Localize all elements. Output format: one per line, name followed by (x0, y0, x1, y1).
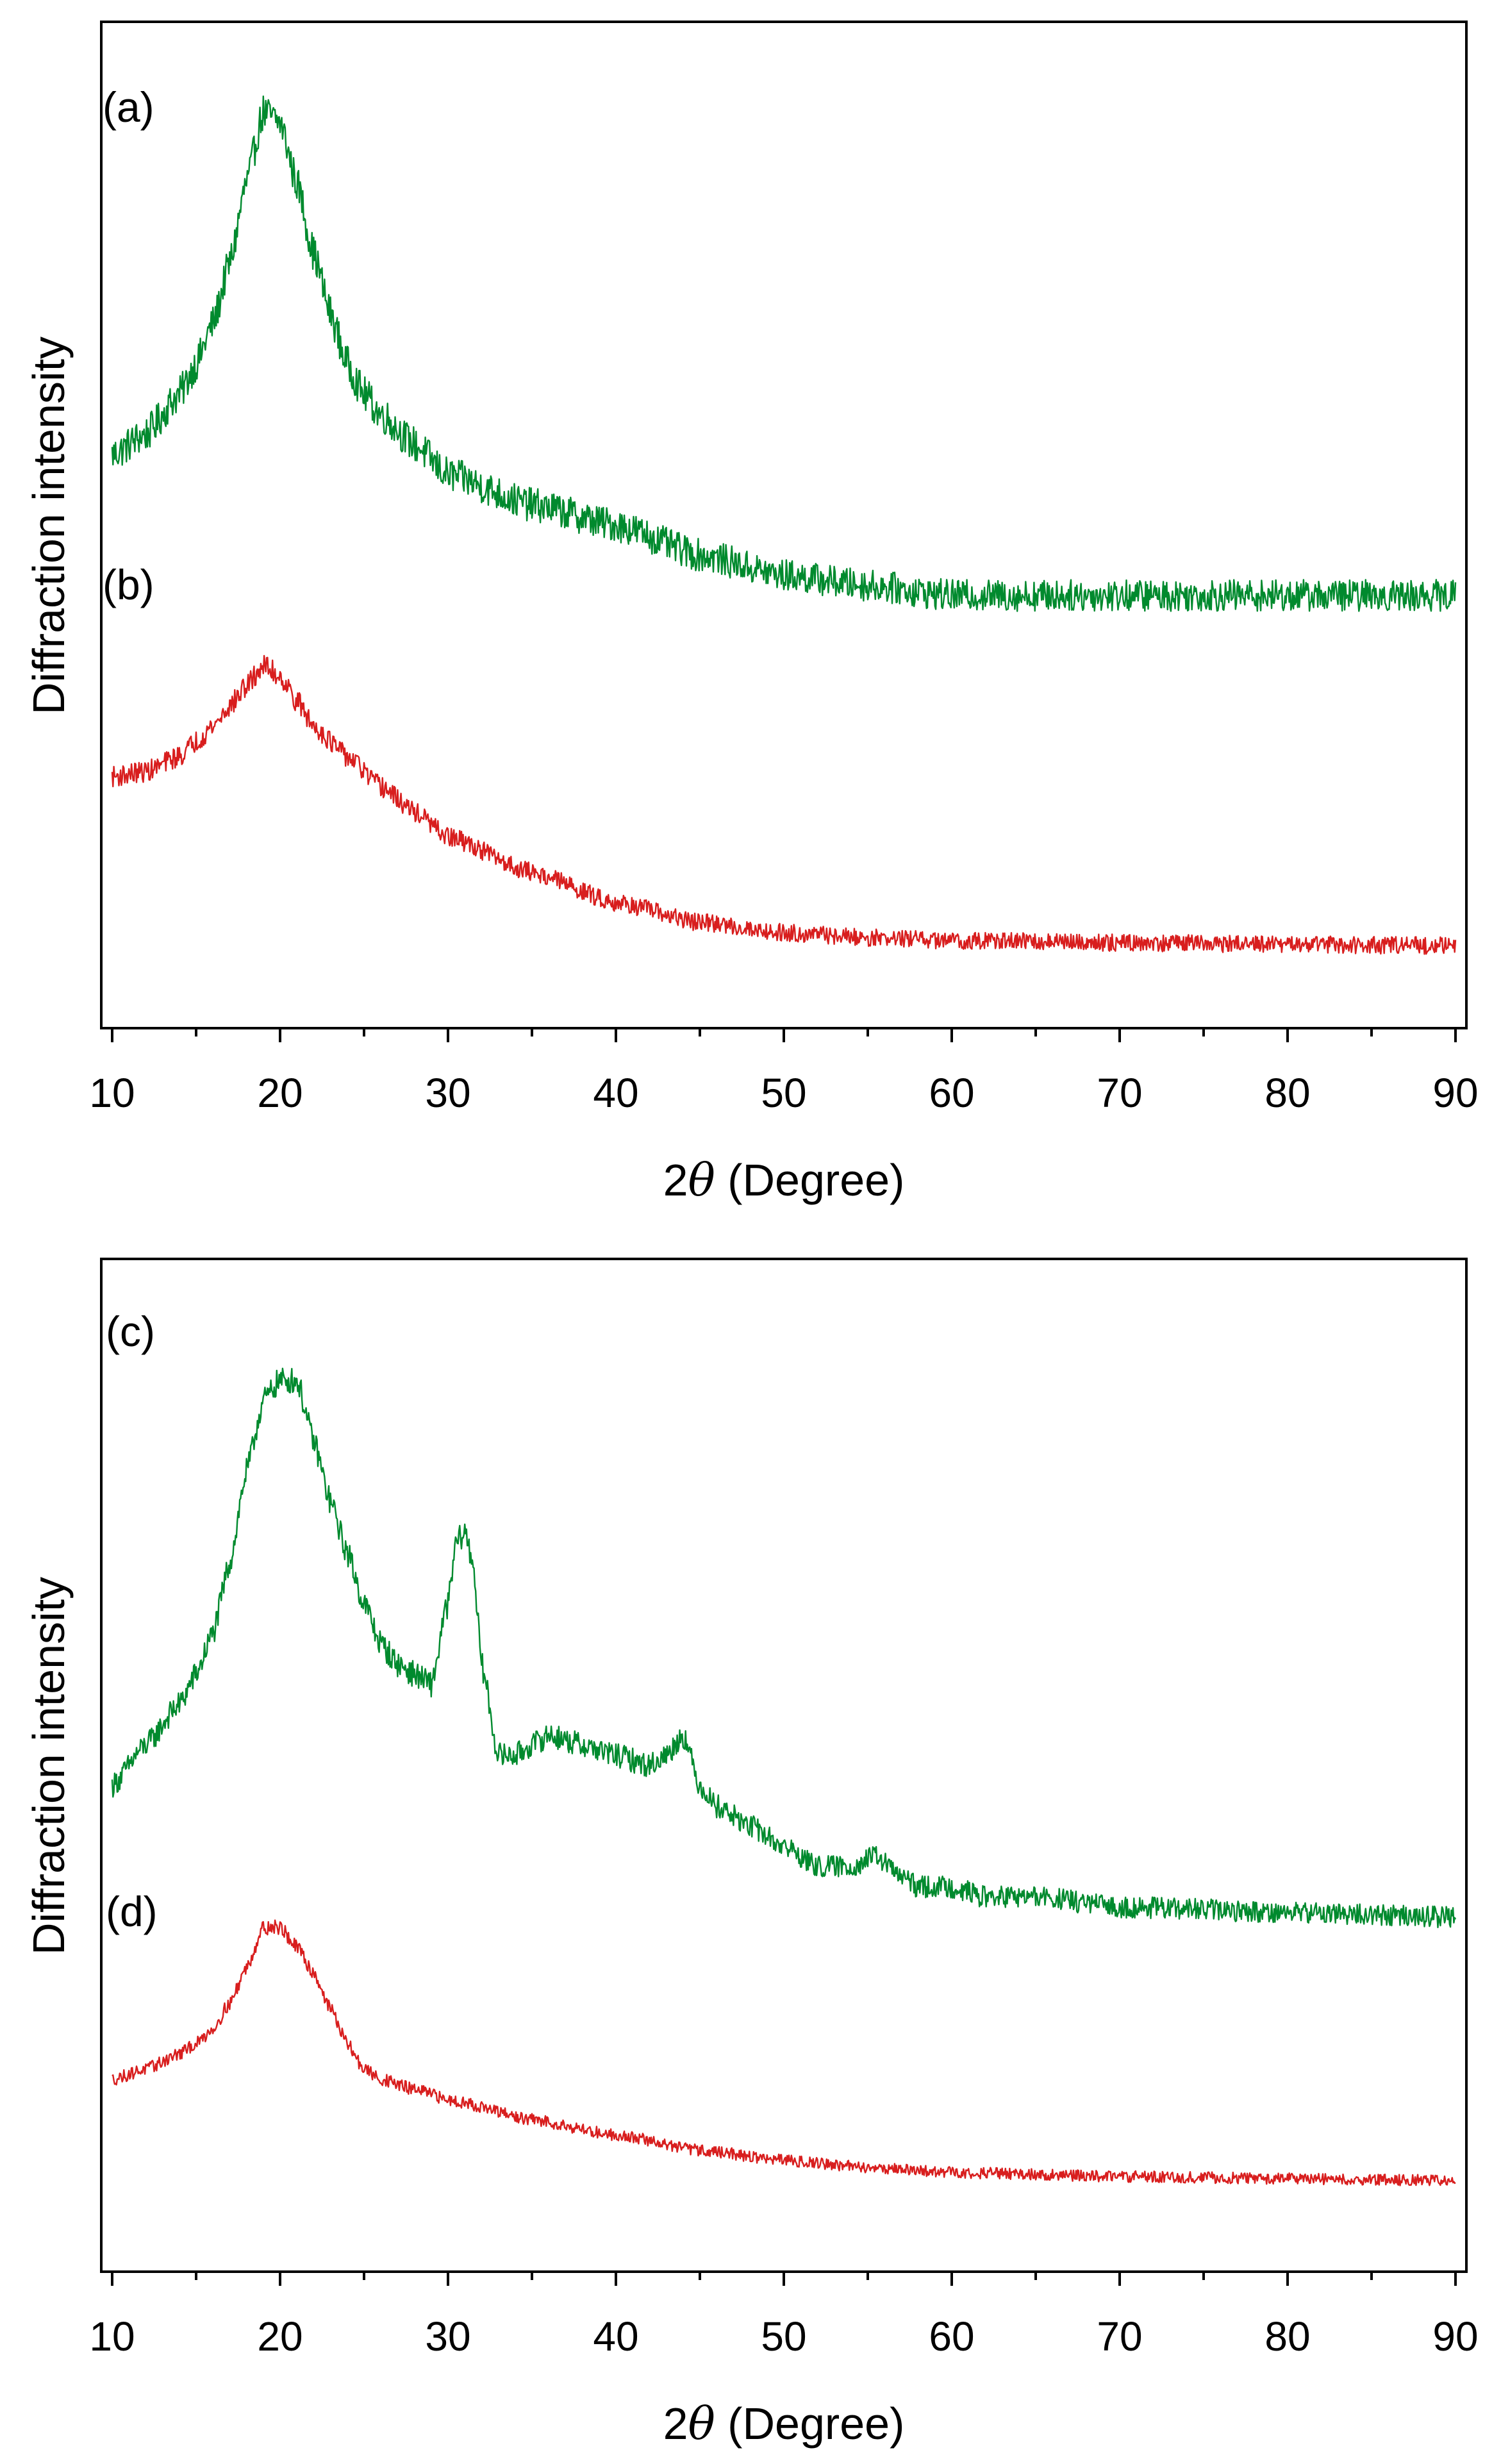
x-tick-label: 20 (257, 1070, 303, 1116)
x-axis-title-unit: (Degree) (715, 1155, 905, 1205)
panel-label-d: (d) (106, 1888, 158, 1935)
panel-label-a: (a) (103, 83, 154, 131)
y-axis-title: Diffraction intensity (24, 1577, 74, 1955)
series-line-c (111, 1367, 1457, 1929)
x-axis-title-theta: θ (688, 1154, 715, 1206)
x-axis-title-unit: (Degree) (715, 2399, 905, 2449)
x-axis-title-prefix: 2 (663, 2399, 688, 2449)
x-tick-label: 40 (593, 1070, 638, 1116)
x-axis-title: 2θ (Degree) (663, 2397, 905, 2450)
x-axis-ticks (111, 1028, 1457, 1042)
x-tick-label: 70 (1097, 2313, 1142, 2360)
y-axis-title: Diffraction intensity (24, 337, 74, 715)
x-tick-label: 90 (1432, 2313, 1478, 2360)
x-tick-label: 10 (89, 1070, 135, 1116)
x-axis-title-theta: θ (688, 2397, 715, 2450)
x-tick-label: 70 (1097, 1070, 1142, 1116)
series-lines (111, 96, 1457, 955)
x-tick-label: 80 (1265, 2313, 1310, 2360)
x-tick-label: 30 (425, 1070, 470, 1116)
x-axis-title-prefix: 2 (663, 1155, 688, 1205)
x-tick-label: 50 (761, 2313, 806, 2360)
x-tick-label: 50 (761, 1070, 806, 1116)
plot-frame (100, 21, 1468, 1029)
x-axis-title: 2θ (Degree) (663, 1154, 905, 1206)
x-tick-label: 10 (89, 2313, 135, 2360)
panel-label-b: (b) (103, 561, 154, 608)
x-axis-ticks (111, 2272, 1457, 2286)
x-tick-label: 40 (593, 2313, 638, 2360)
x-tick-label: 80 (1265, 1070, 1310, 1116)
chart-bottom: 10 20 30 40 50 60 70 80 90 2θ (Degree) D… (24, 1258, 1479, 2450)
x-tick-label: 60 (929, 1070, 974, 1116)
x-tick-label: 90 (1432, 1070, 1478, 1116)
x-tick-label: 30 (425, 2313, 470, 2360)
panel-label-c: (c) (106, 1308, 155, 1355)
chart-top: 10 20 30 40 50 60 70 80 90 2θ (Degree) D… (24, 21, 1479, 1206)
series-line-d (112, 1919, 1456, 2186)
series-line-a (111, 96, 1457, 612)
series-line-b (111, 654, 1457, 955)
x-tick-label: 60 (929, 2313, 974, 2360)
x-tick-label: 20 (257, 2313, 303, 2360)
series-lines (111, 1367, 1457, 2186)
